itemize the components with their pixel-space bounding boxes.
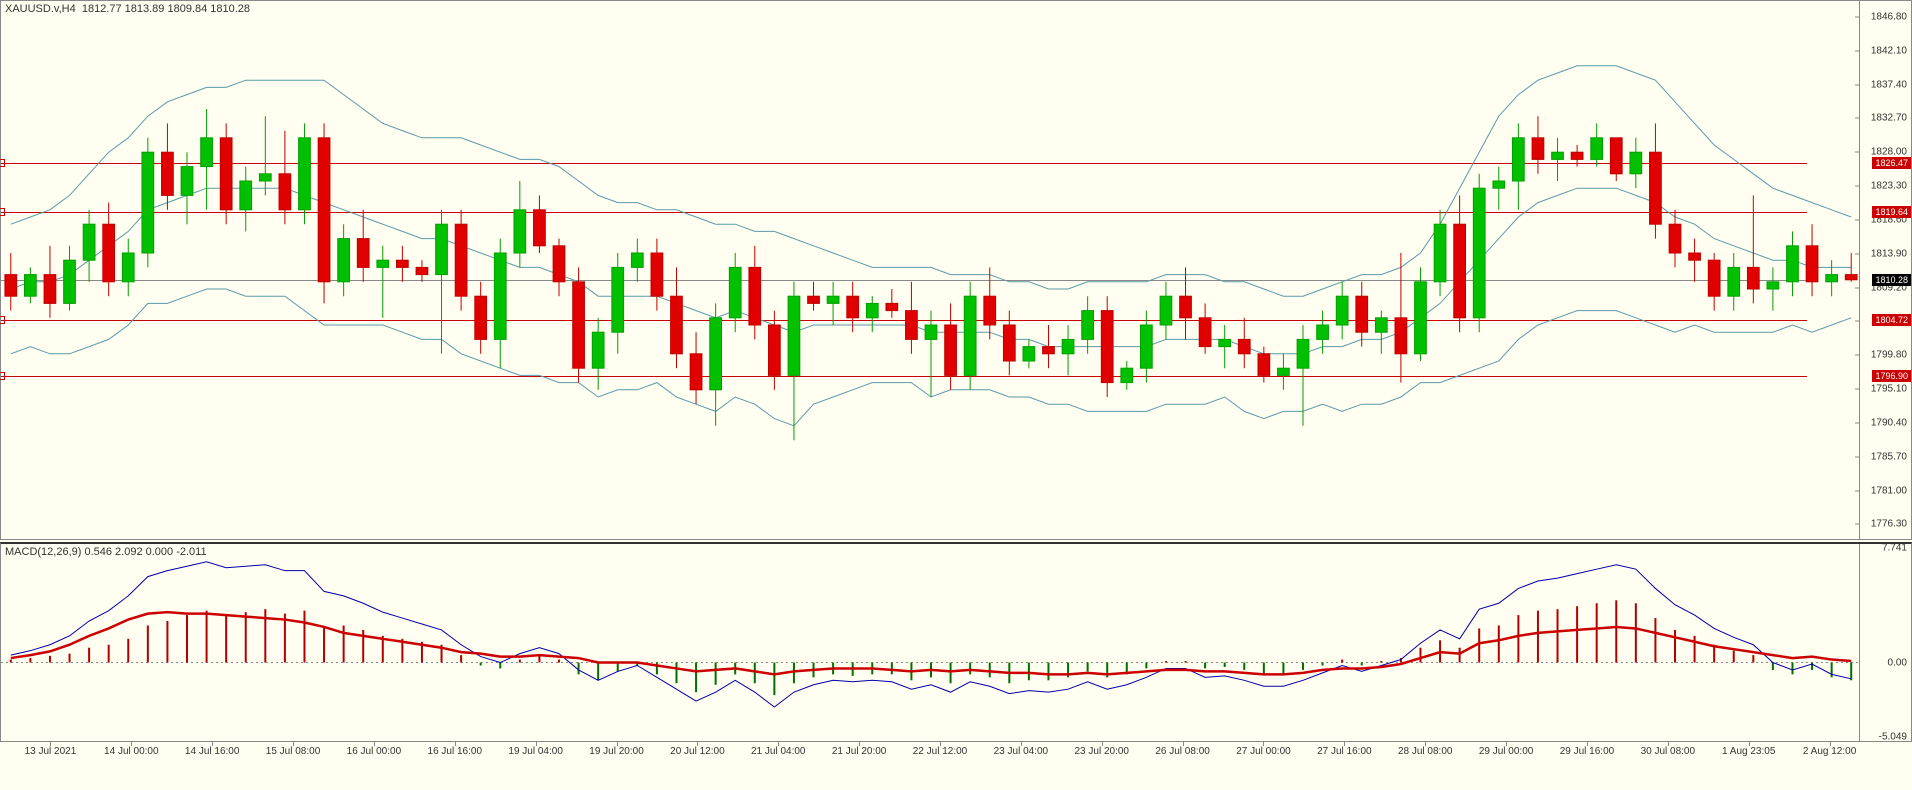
macd-title: MACD(12,26,9) 0.546 2.092 0.000 -2.011 [5,546,207,558]
price-panel[interactable]: XAUUSD.v,H4 1812.77 1813.89 1809.84 1810… [0,0,1912,540]
price-tick: 1842.10 [1871,45,1907,56]
time-tick: 21 Jul 04:00 [751,746,806,757]
price-svg [1,1,1861,541]
time-tick: 23 Jul 20:00 [1074,746,1129,757]
time-tick: 1 Aug 23:05 [1722,746,1775,757]
time-tick: 13 Jul 2021 [25,746,77,757]
macd-svg [1,544,1861,744]
time-tick: 29 Jul 16:00 [1560,746,1615,757]
chart-container: XAUUSD.v,H4 1812.77 1813.89 1809.84 1810… [0,0,1912,790]
time-tick: 21 Jul 20:00 [832,746,887,757]
price-tick: 1823.30 [1871,181,1907,192]
hline-label: 1826.47 [1872,157,1911,169]
price-tick: 1832.70 [1871,113,1907,124]
price-y-axis: 1846.80 1842.10 1837.40 1832.70 1828.00 1823.… [1859,1,1911,539]
hline-label: 1819.64 [1872,206,1911,218]
time-tick: 22 Jul 12:00 [913,746,968,757]
macd-plot-area[interactable] [1,544,1859,741]
time-tick: 30 Jul 08:00 [1641,746,1696,757]
price-tick: 1781.00 [1871,485,1907,496]
time-tick: 2 Aug 12:00 [1803,746,1856,757]
price-tick: 1813.90 [1871,248,1907,259]
current-price-label: 1810.28 [1872,274,1911,286]
macd-panel[interactable]: MACD(12,26,9) 0.546 2.092 0.000 -2.011 7… [0,542,1912,742]
price-tick: 1799.80 [1871,350,1907,361]
time-tick: 14 Jul 16:00 [185,746,240,757]
time-tick: 14 Jul 00:00 [104,746,159,757]
price-tick: 1828.00 [1871,147,1907,158]
hline-label: 1796.90 [1872,370,1911,382]
time-tick: 28 Jul 08:00 [1398,746,1453,757]
time-tick: 23 Jul 04:00 [994,746,1049,757]
time-tick: 26 Jul 08:00 [1155,746,1210,757]
macd-tick: 0.00 [1888,657,1907,668]
time-tick: 27 Jul 16:00 [1317,746,1372,757]
macd-tick: 7.741 [1882,542,1907,553]
symbol-title: XAUUSD.v,H4 1812.77 1813.89 1809.84 1810… [5,3,250,15]
time-tick: 27 Jul 00:00 [1236,746,1291,757]
time-tick: 16 Jul 16:00 [428,746,483,757]
time-tick: 29 Jul 00:00 [1479,746,1534,757]
price-tick: 1776.30 [1871,519,1907,530]
hline-label: 1804.72 [1872,314,1911,326]
time-axis: 13 Jul 2021 14 Jul 00:00 14 Jul 16:00 15 Ju… [0,742,1912,790]
time-tick: 16 Jul 00:00 [347,746,402,757]
price-plot-area[interactable] [1,1,1859,539]
time-tick: 15 Jul 08:00 [266,746,321,757]
macd-y-axis: 7.7410.00-5.049 [1859,544,1911,741]
time-tick: 19 Jul 20:00 [589,746,644,757]
price-tick: 1846.80 [1871,11,1907,22]
price-tick: 1785.70 [1871,451,1907,462]
price-tick: 1795.10 [1871,384,1907,395]
price-tick: 1790.40 [1871,417,1907,428]
time-tick: 19 Jul 04:00 [508,746,563,757]
time-tick: 20 Jul 12:00 [670,746,725,757]
price-tick: 1837.40 [1871,79,1907,90]
